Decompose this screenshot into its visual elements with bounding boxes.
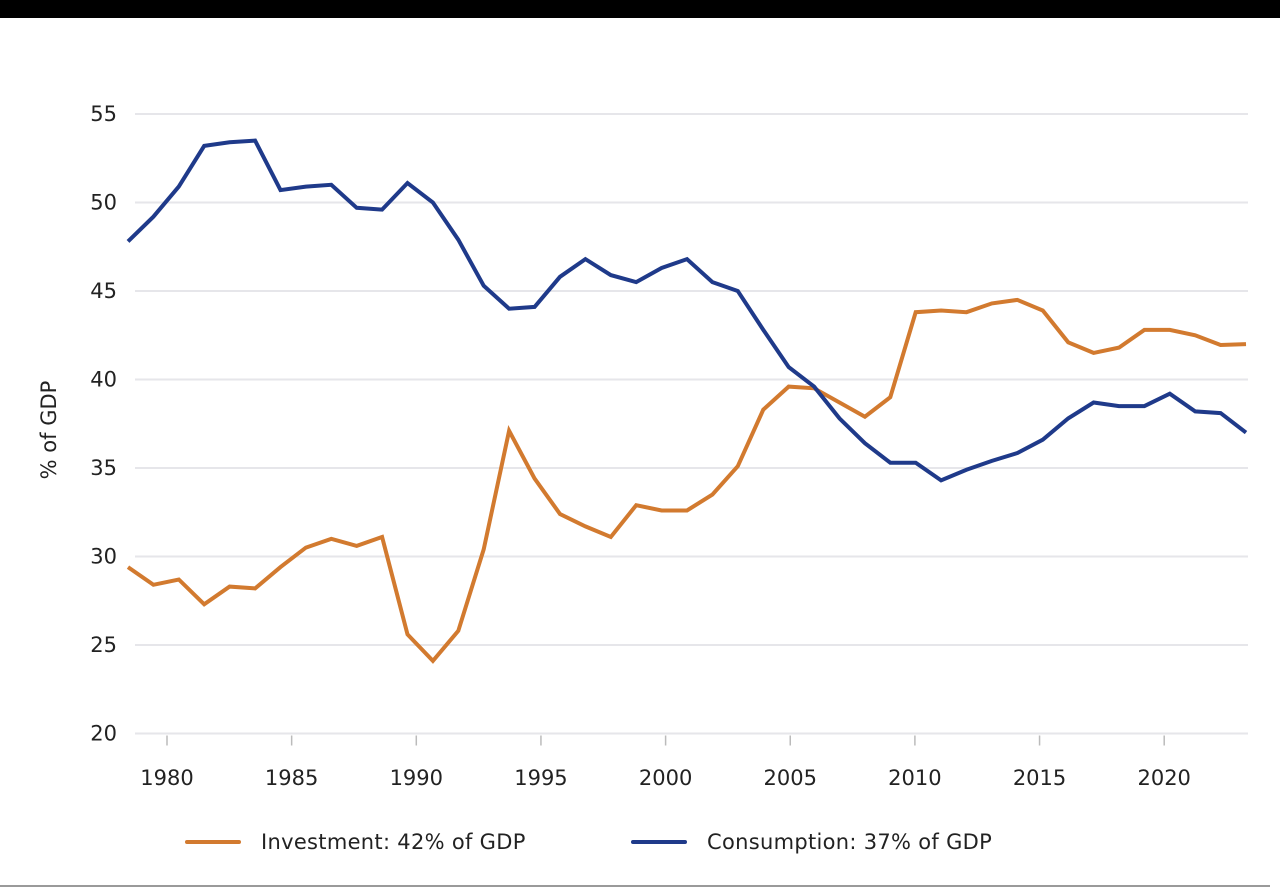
x-tick-label: 2015	[1013, 766, 1066, 790]
legend-label-consumption: Consumption: 37% of GDP	[707, 830, 993, 854]
x-tick-label: 2005	[764, 766, 817, 790]
x-tick-label: 2020	[1137, 766, 1190, 790]
x-tick-label: 2000	[639, 766, 692, 790]
x-tick-label: 1990	[390, 766, 443, 790]
legend-swatch-investment	[185, 840, 241, 844]
y-tick-label: 35	[90, 456, 117, 480]
y-tick-label: 25	[90, 633, 117, 657]
x-axis-ticks: 1980 1985 1990 1995 2000 2005 2010 2015 2020	[140, 735, 1191, 790]
gridlines	[135, 113, 1248, 735]
y-tick-label: 40	[90, 368, 117, 392]
series-line-consumption	[126, 138, 1248, 483]
top-bar	[0, 0, 1280, 18]
legend-label-investment: Investment: 42% of GDP	[261, 830, 526, 854]
legend-swatch-consumption	[631, 840, 687, 844]
y-tick-label: 20	[90, 722, 117, 746]
x-tick-label: 1980	[140, 766, 193, 790]
y-axis-ticks: 20 25 30 35 40 45 50 55	[90, 102, 117, 746]
bottom-rule	[0, 885, 1270, 887]
y-tick-label: 30	[90, 545, 117, 569]
y-tick-label: 55	[90, 102, 117, 126]
legend-item-investment: Investment: 42% of GDP	[185, 830, 526, 854]
series-line-investment	[126, 297, 1247, 664]
series-lines	[126, 138, 1248, 664]
x-tick-label: 1995	[514, 766, 567, 790]
y-axis-label: % of GDP	[37, 381, 61, 480]
x-tick-label: 2010	[888, 766, 941, 790]
legend-item-consumption: Consumption: 37% of GDP	[631, 830, 992, 854]
y-tick-label: 50	[90, 191, 117, 215]
x-tick-label: 1985	[265, 766, 318, 790]
y-tick-label: 45	[90, 279, 117, 303]
